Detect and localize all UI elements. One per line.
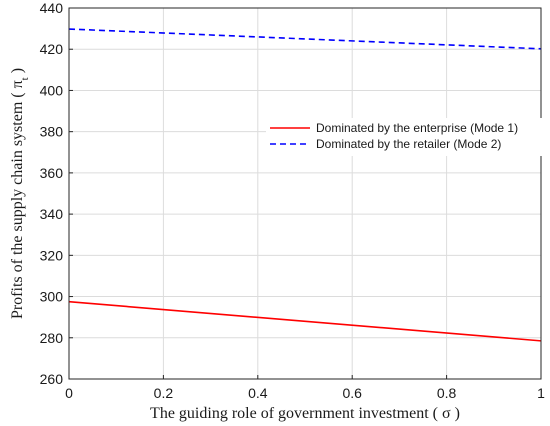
legend-label-mode-2: Dominated by the retailer (Mode 2) [316,137,501,151]
plot-frame [68,7,542,380]
x-axis-label: The guiding role of government investmen… [150,405,460,422]
legend-box [266,118,542,156]
x-axis-ticks: 0 0.2 0.4 0.6 0.8 1 [65,375,545,401]
y-axis-label: Profits of the supply chain system ( πt … [9,68,31,319]
series-line-mode-2 [68,28,542,50]
series-line-mode-1 [68,300,542,342]
x-tick-label: 0.6 [342,385,362,401]
y-tick-label: 360 [40,165,64,181]
grid-lines [69,8,541,379]
y-axis-label-subscript: t [19,77,31,80]
y-axis-label-tail: ) [9,68,26,77]
y-axis-ticks: 260 280 300 320 340 360 380 400 420 440 [40,0,73,387]
y-tick-label: 340 [40,206,64,222]
y-tick-label: 260 [40,371,64,387]
series-layer [68,28,542,342]
y-tick-label: 400 [40,82,64,98]
x-tick-label: 1 [537,385,545,401]
legend: Dominated by the enterprise (Mode 1) Dom… [266,118,542,156]
y-axis-label-main: Profits of the supply chain system ( π [9,80,26,319]
x-tick-label: 0.2 [154,385,174,401]
y-tick-label: 300 [40,289,64,305]
y-tick-label: 380 [40,124,64,140]
legend-label-mode-1: Dominated by the enterprise (Mode 1) [316,121,518,135]
y-tick-label: 420 [40,41,64,57]
x-tick-label: 0.8 [437,385,457,401]
y-tick-label: 280 [40,330,64,346]
x-tick-label: 0 [65,385,73,401]
x-tick-label: 0.4 [248,385,268,401]
y-tick-label: 440 [40,0,64,16]
y-tick-label: 320 [40,247,64,263]
